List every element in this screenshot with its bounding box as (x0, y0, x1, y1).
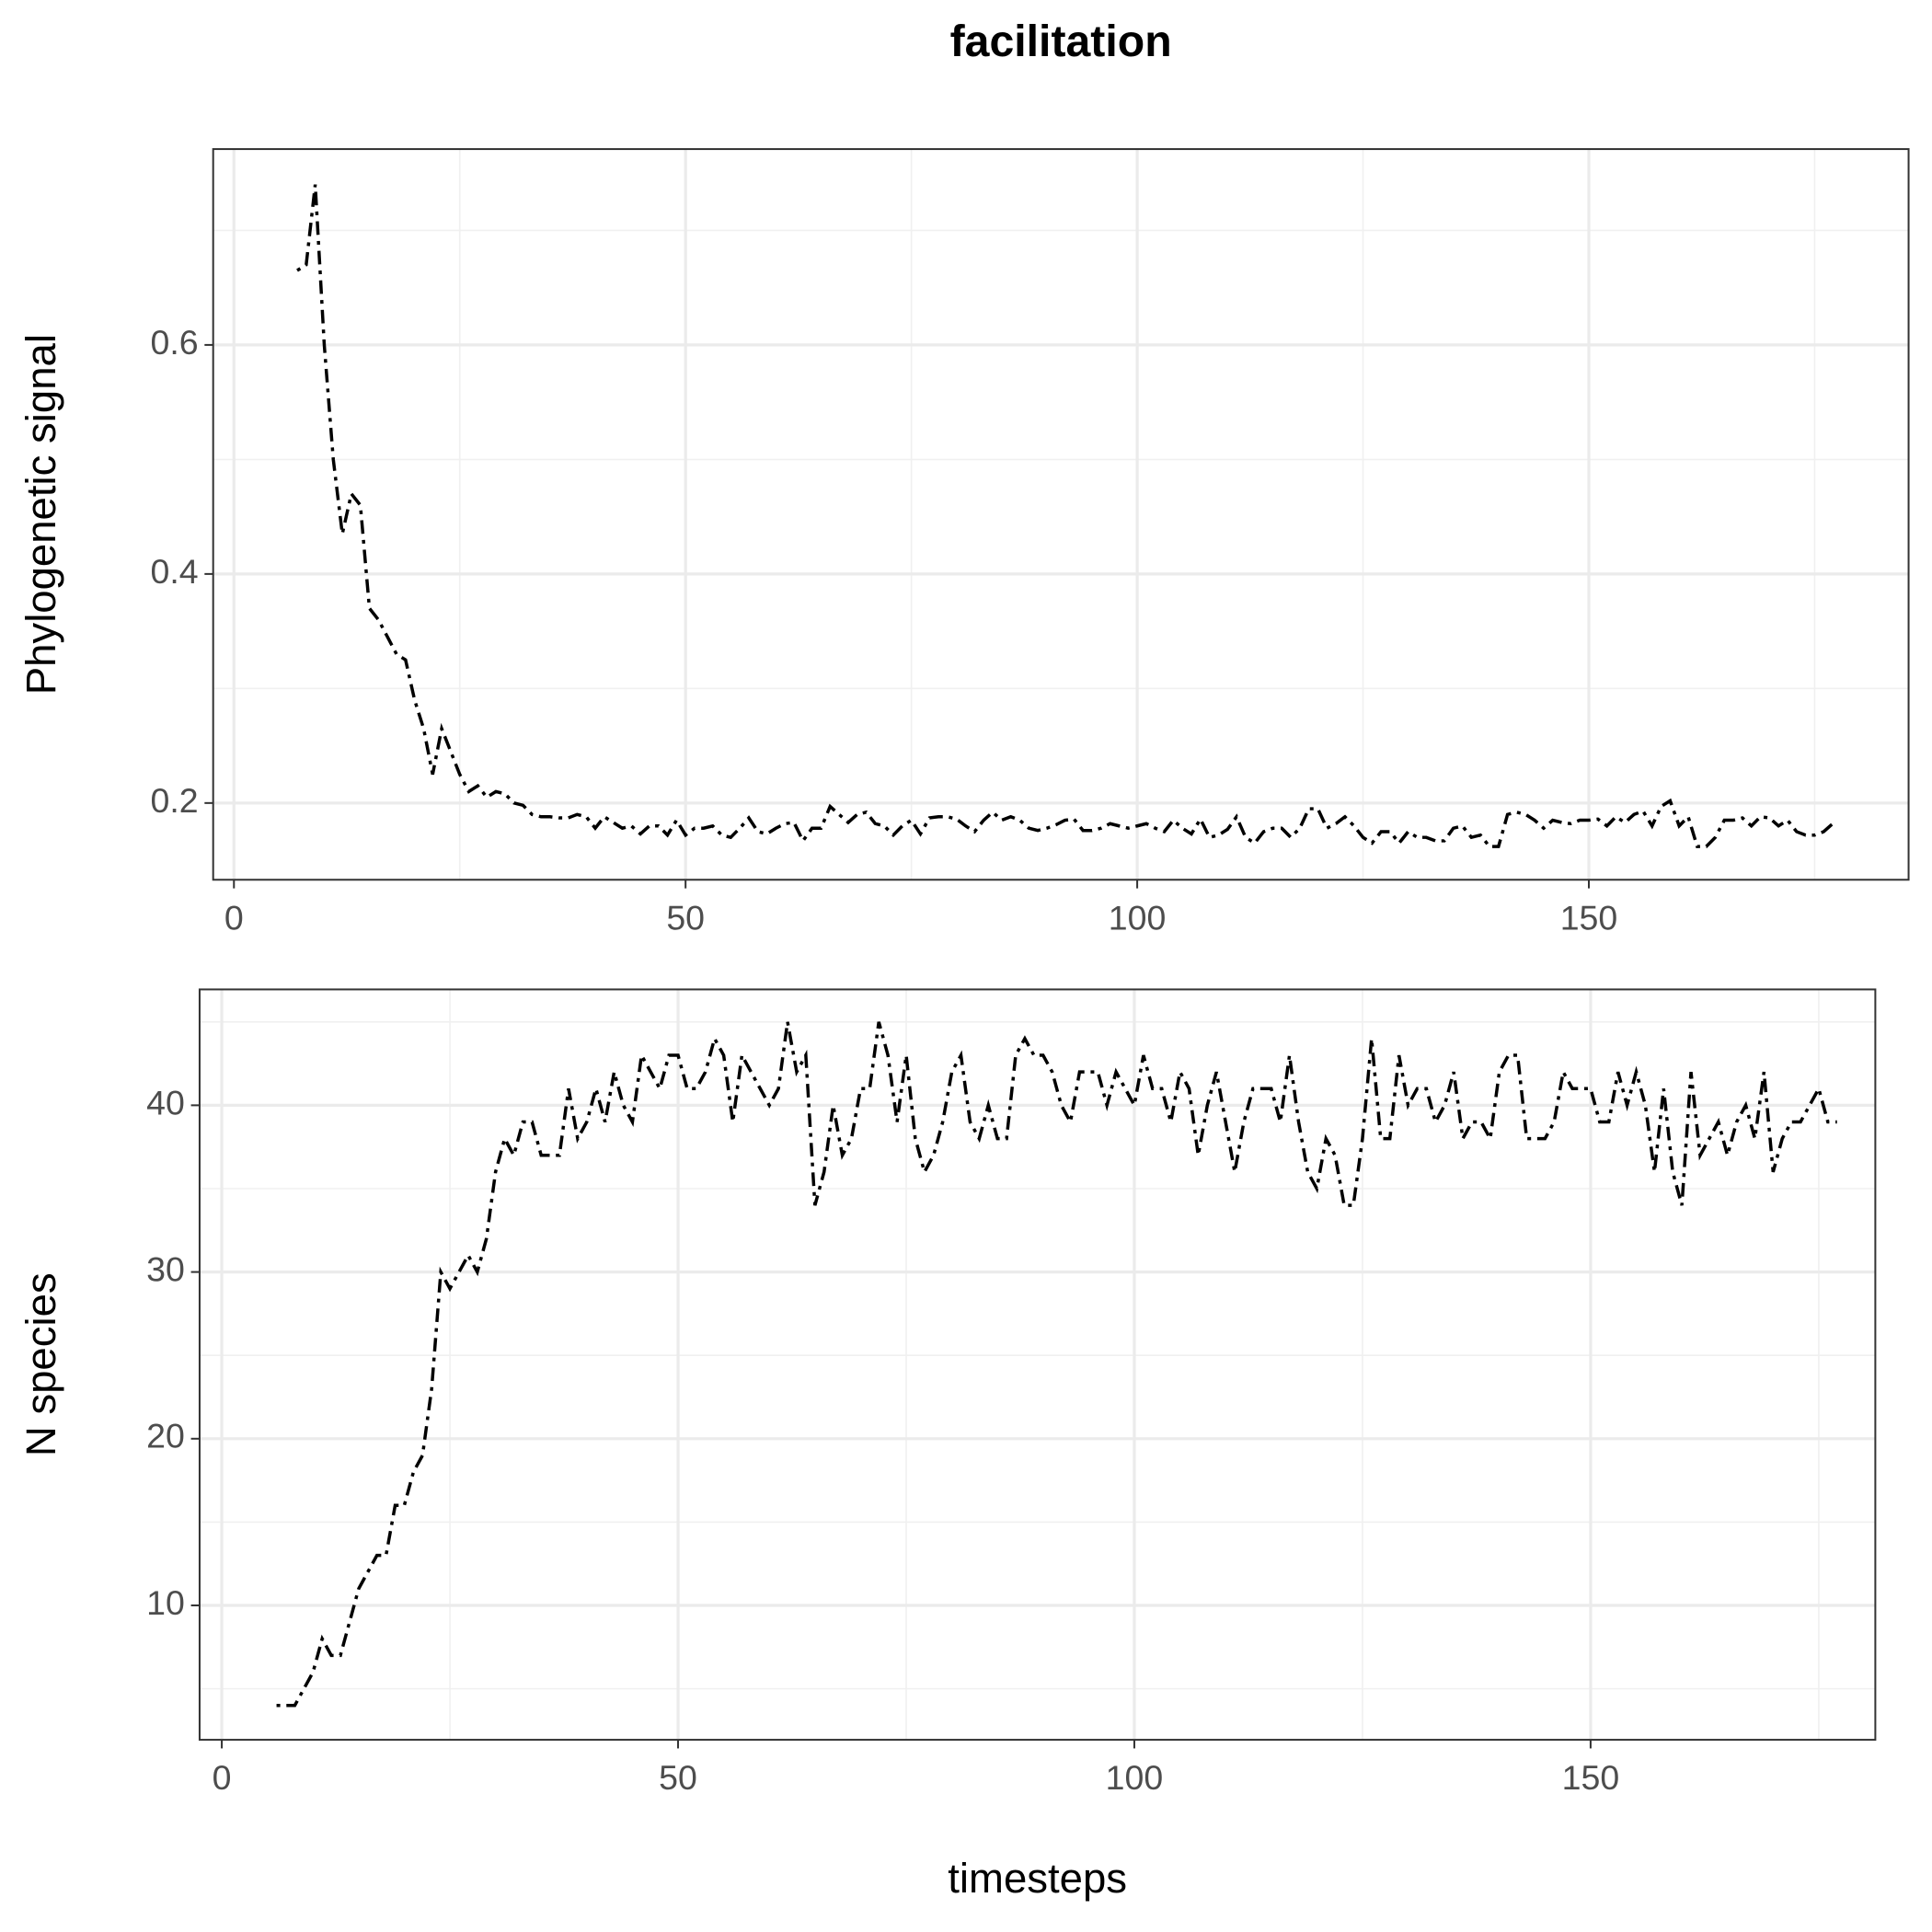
x-tick-label: 100 (1109, 898, 1167, 937)
y-tick-label: 40 (146, 1083, 185, 1121)
y-tick-label: 30 (146, 1250, 185, 1289)
x-tick-label: 150 (1562, 1758, 1620, 1797)
x-tick-label: 0 (213, 1758, 232, 1797)
x-axis-title: timesteps (948, 1855, 1127, 1902)
y-tick-label: 20 (146, 1417, 185, 1455)
y-tick-label: 0.2 (150, 781, 198, 820)
data-line (276, 1021, 1837, 1708)
y-tick-label: 0.6 (150, 323, 198, 362)
x-tick-label: 0 (224, 898, 244, 937)
x-tick-label: 150 (1560, 898, 1618, 937)
y-axis-title: Phylogenetic signal (17, 334, 64, 695)
x-tick-label: 50 (659, 1758, 697, 1797)
x-tick-label: 50 (666, 898, 705, 937)
y-tick-label: 10 (146, 1583, 185, 1622)
y-axis-title: N species (17, 1272, 64, 1456)
x-tick-label: 100 (1106, 1758, 1164, 1797)
chart-title: facilitation (950, 17, 1172, 66)
panel-border (212, 148, 1910, 881)
panel-border (198, 988, 1877, 1742)
y-tick-label: 0.4 (150, 552, 198, 591)
data-line (296, 184, 1834, 848)
